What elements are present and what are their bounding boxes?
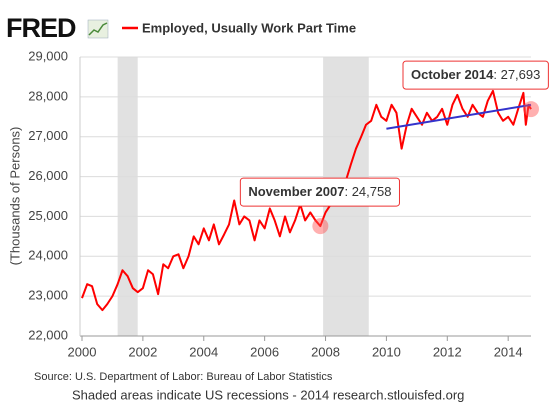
x-tick-label: 2000 (68, 344, 97, 359)
logo: FRED (6, 13, 76, 43)
y-axis-label: (Thousands of Persons) (7, 127, 22, 266)
x-tick-label: 2002 (128, 344, 157, 359)
data-line (81, 89, 532, 312)
y-tick-label: 28,000 (28, 88, 68, 103)
y-tick-label: 27,000 (28, 128, 68, 143)
tooltip-box (402, 60, 549, 90)
tooltip-text: October 2014: 27,693 (411, 68, 540, 83)
tooltip-value: : 27,693 (493, 68, 540, 83)
trend-line (386, 103, 532, 130)
tooltip: November 2007: 24,758 (239, 177, 400, 207)
y-tick-label: 23,000 (28, 288, 68, 303)
x-tick-label: 2014 (494, 344, 523, 359)
tooltip-value: : 24,758 (344, 185, 391, 200)
tooltip-label: October 2014 (411, 68, 494, 83)
tooltip-text: November 2007: 24,758 (248, 185, 391, 200)
legend-label: Employed, Usually Work Part Time (142, 20, 356, 35)
recession-band (117, 57, 138, 336)
tooltip: October 2014: 27,693 (402, 60, 549, 90)
x-tick-label: 2010 (372, 344, 401, 359)
x-tick-label: 2008 (311, 344, 340, 359)
y-tick-label: 26,000 (28, 168, 68, 183)
y-tick-label: 29,000 (28, 48, 68, 63)
x-tick-label: 2004 (189, 344, 218, 359)
footer: Shaded areas indicate US recessions - 20… (72, 387, 464, 402)
source: Source: U.S. Department of Labor: Bureau… (34, 371, 333, 383)
y-tick-label: 25,000 (28, 208, 68, 223)
logo-icon (87, 19, 109, 39)
tooltip-box (239, 177, 400, 207)
y-tick-label: 24,000 (28, 248, 68, 263)
tooltip-label: November 2007 (248, 185, 344, 200)
annotation-marker (523, 101, 539, 118)
annotation-marker (312, 218, 329, 235)
x-tick-label: 2012 (433, 344, 462, 359)
x-tick-label: 2006 (250, 344, 279, 359)
y-tick-label: 22,000 (28, 327, 68, 342)
